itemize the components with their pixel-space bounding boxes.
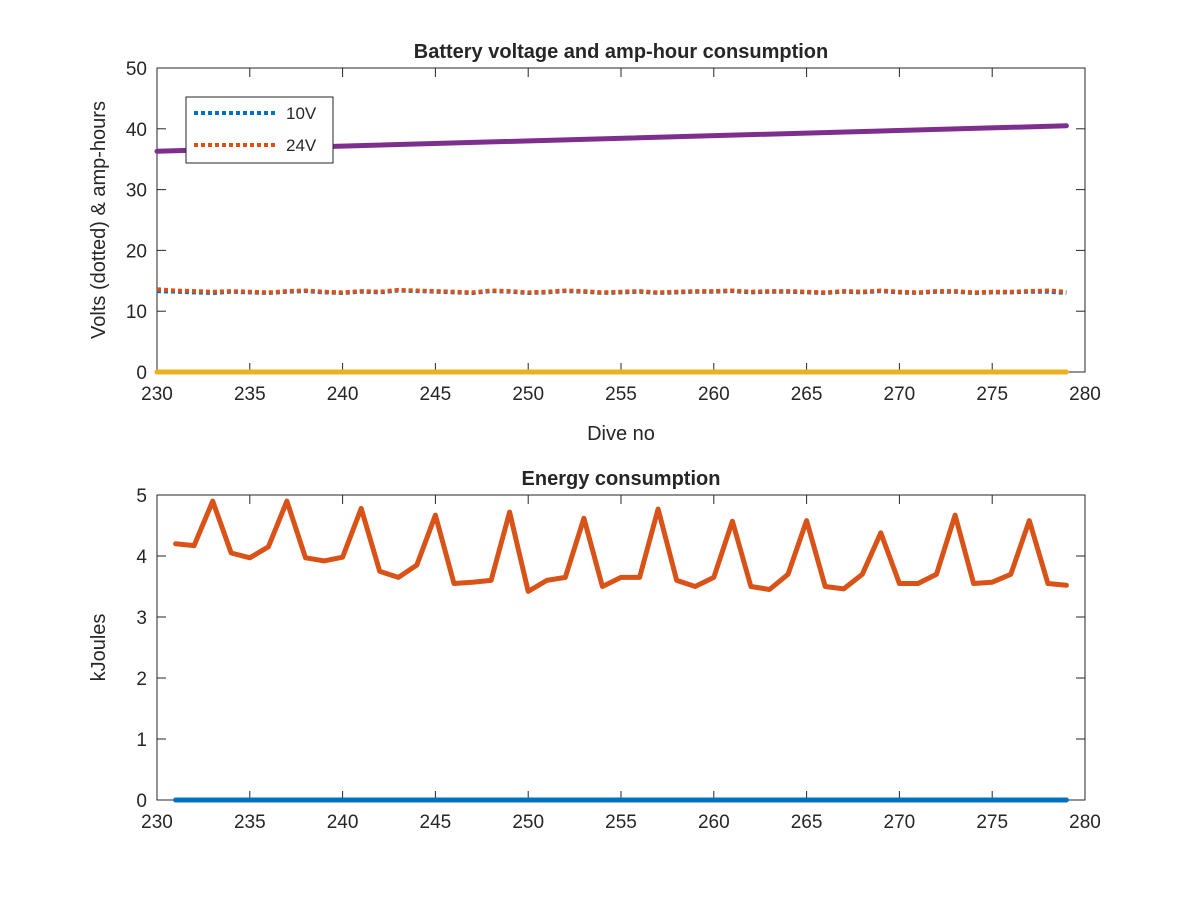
chart2-xtick-label: 245 xyxy=(420,812,452,833)
chart2-ytick-label: 0 xyxy=(136,791,147,812)
chart2-ytick-label: 1 xyxy=(136,730,147,751)
chart2-ytick-label: 3 xyxy=(136,608,147,629)
chart2-xtick-label: 275 xyxy=(976,812,1008,833)
legend-box xyxy=(185,96,334,164)
chart1-xtick-label: 250 xyxy=(512,384,544,405)
chart1-xtick-label: 235 xyxy=(234,384,266,405)
chart1-ytick-label: 30 xyxy=(126,181,147,202)
chart2-xtick-label: 260 xyxy=(698,812,730,833)
chart2-xtick-label: 250 xyxy=(512,812,544,833)
chart2-xtick-label: 270 xyxy=(884,812,916,833)
chart1-ytick-label: 50 xyxy=(126,59,147,80)
chart2-xtick-label: 235 xyxy=(234,812,266,833)
chart1-title: Battery voltage and amp-hour consumption xyxy=(414,41,828,63)
chart2-xtick-label: 265 xyxy=(791,812,823,833)
chart1-xtick-label: 240 xyxy=(327,384,359,405)
chart2-ytick-label: 2 xyxy=(136,669,147,690)
chart2-title: Energy consumption xyxy=(522,468,721,490)
chart2-xtick-label: 255 xyxy=(605,812,637,833)
chart1-xtick-label: 230 xyxy=(141,384,173,405)
chart2-ytick-label: 5 xyxy=(136,486,147,507)
chart1-xtick-label: 245 xyxy=(420,384,452,405)
chart2-series-2 xyxy=(173,498,1069,594)
chart1-ytick-label: 0 xyxy=(136,363,147,384)
chart2-xtick-label: 240 xyxy=(327,812,359,833)
chart2-ytick-label: 4 xyxy=(136,547,147,568)
chart1-ytick-label: 40 xyxy=(126,120,147,141)
chart1-series-24v xyxy=(156,287,1067,295)
chart1-legend: 10V 24V xyxy=(185,96,334,164)
voltage-amphour-axes: 230 235 240 245 250 255 260 265 270 275 280 0 10 20 30… xyxy=(88,41,1101,445)
chart2-xtick-label: 230 xyxy=(141,812,173,833)
chart1-xtick-label: 260 xyxy=(698,384,730,405)
chart1-xtick-label: 275 xyxy=(976,384,1008,405)
legend-label-10v: 10V xyxy=(286,104,317,123)
energy-axes: 230 235 240 245 250 255 260 265 270 275 280 0 1 2 3 4 5 E… xyxy=(88,468,1101,833)
chart1-xlabel: Dive no xyxy=(587,423,655,445)
chart1-ytick-label: 20 xyxy=(126,241,147,262)
legend-label-24v: 24V xyxy=(286,136,317,155)
chart2-xtick-label: 280 xyxy=(1069,812,1101,833)
chart2-ylabel: kJoules xyxy=(88,614,110,682)
chart1-ylabel: Volts (dotted) & amp-hours xyxy=(88,101,110,339)
chart1-xtick-label: 270 xyxy=(884,384,916,405)
chart1-xtick-label: 255 xyxy=(605,384,637,405)
chart1-ytick-label: 10 xyxy=(126,302,147,323)
chart1-xtick-label: 280 xyxy=(1069,384,1101,405)
chart1-xtick-label: 265 xyxy=(791,384,823,405)
chart2-plot-box xyxy=(156,494,1086,801)
